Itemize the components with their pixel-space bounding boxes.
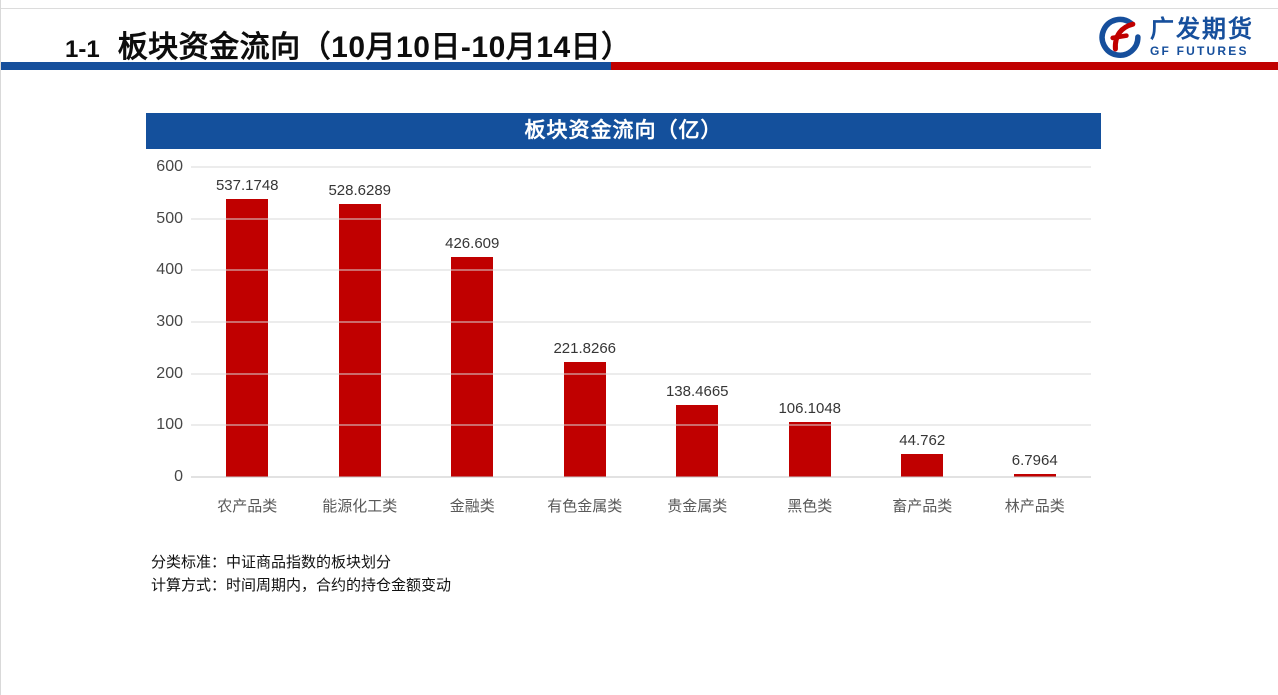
y-axis-tick-label: 300 [156, 313, 183, 330]
bar-slot: 106.1048 [754, 167, 867, 477]
category-label: 有色金属类 [547, 498, 623, 515]
header-divider [1, 62, 1278, 70]
bar-value-label: 44.762 [899, 431, 946, 449]
page-title: 板块资金流向（10月10日-10月14日） [117, 31, 632, 64]
bar-slot: 221.8266 [529, 167, 642, 477]
bar-有色金属类 [563, 362, 606, 477]
bar-value-label: 221.8266 [553, 340, 617, 358]
category-label: 林产品类 [1004, 498, 1065, 515]
gridline-0 [191, 476, 1091, 478]
bar-slot: 528.6289 [304, 167, 417, 477]
bar-value-label: 528.6289 [328, 181, 392, 199]
bar-能源化工类 [338, 203, 381, 477]
category-label: 畜产品类 [892, 498, 953, 515]
y-axis-tick-label: 400 [156, 261, 183, 279]
bar-slot: 6.7964 [979, 167, 1092, 477]
bar-贵金属类 [676, 405, 719, 477]
bar-value-label: 106.1048 [778, 400, 842, 418]
gridline-600 [191, 166, 1091, 168]
logo-name-english: GF FUTURES [1150, 43, 1249, 58]
bar-slot: 537.1748 [191, 167, 304, 477]
gf-futures-logo: 广发期货 GF FUTURES [1098, 15, 1254, 59]
bar-slot: 138.4665 [641, 167, 754, 477]
y-axis-tick-label: 100 [156, 416, 183, 434]
category-label: 贵金属类 [667, 498, 728, 515]
category-label: 农产品类 [217, 498, 278, 515]
gridline-300 [191, 321, 1091, 323]
bar-畜产品类 [901, 453, 944, 477]
gf-logo-icon [1099, 16, 1141, 58]
divider-blue-segment [1, 62, 611, 70]
logo-name-chinese: 广发期货 [1150, 15, 1254, 43]
bar-value-label: 6.7964 [1011, 451, 1058, 469]
chart-body: 537.1748 528.6289 426.609 221.8266 138.4665 1… [146, 149, 1101, 559]
bar-农产品类 [226, 199, 269, 477]
category-axis: 农产品类 能源化工类 金融类 有色金属类 贵金属类 黑色类 畜产品类 林产品类 [191, 495, 1091, 516]
bar-金融类 [451, 256, 494, 477]
y-axis-tick-label: 600 [156, 158, 183, 175]
bar-value-label: 138.4665 [665, 383, 729, 401]
bar-slot: 44.762 [866, 167, 979, 477]
footnotes: 分类标准：中证商品指数的板块划分 计算方式：时间周期内，合约的持仓金额变动 [151, 551, 451, 597]
gridline-200 [191, 373, 1091, 375]
y-axis-tick-label: 0 [174, 468, 183, 485]
category-label: 能源化工类 [322, 498, 398, 515]
logo-text: 广发期货 GF FUTURES [1150, 15, 1254, 58]
section-number: 1-1 [65, 36, 100, 63]
divider-red-segment [611, 62, 1278, 70]
category-label: 黑色类 [787, 498, 833, 515]
footnote-method: 计算方式：时间周期内，合约的持仓金额变动 [151, 577, 452, 594]
category-label: 金融类 [449, 498, 495, 515]
bar-黑色类 [788, 422, 831, 477]
top-border-line [1, 8, 1278, 9]
bar-林产品类 [1013, 473, 1056, 477]
bar-value-label: 537.1748 [215, 177, 279, 195]
y-axis-tick-label: 500 [156, 209, 183, 227]
bars-container: 537.1748 528.6289 426.609 221.8266 138.4665 1… [191, 167, 1091, 477]
bar-value-label: 426.609 [445, 234, 500, 252]
footnote-classification: 分类标准：中证商品指数的板块划分 [151, 554, 392, 571]
bar-slot: 426.609 [416, 167, 529, 477]
page-header: 1-1 板块资金流向（10月10日-10月14日） [65, 22, 632, 66]
gridline-100 [191, 424, 1091, 426]
y-axis-tick-label: 200 [156, 364, 183, 382]
chart-title: 板块资金流向（亿） [146, 113, 1101, 149]
gridline-500 [191, 218, 1091, 220]
chart-card: 板块资金流向（亿） 537.1748 528.6289 426.609 221.826… [146, 113, 1101, 559]
gridline-400 [191, 269, 1091, 271]
chart-plot-area: 537.1748 528.6289 426.609 221.8266 138.4665 1… [156, 158, 1091, 485]
